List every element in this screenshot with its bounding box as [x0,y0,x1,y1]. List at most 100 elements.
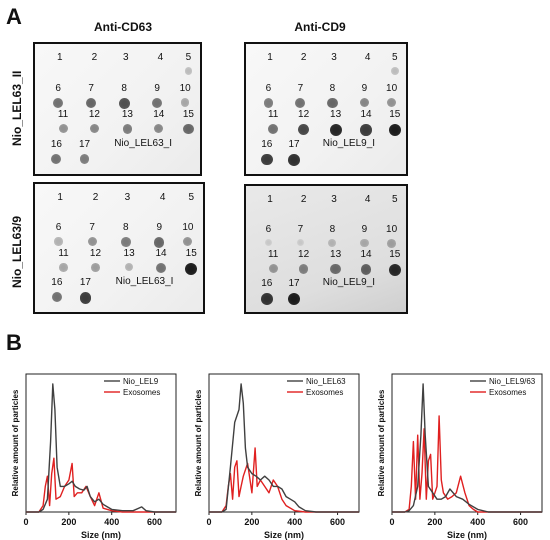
blot-spot-number: 7 [297,223,304,235]
x-tick-label: 600 [147,517,162,527]
blot-dot [387,238,396,248]
blot-spot-number: 4 [364,51,371,63]
blot-spot-number: 2 [300,51,307,63]
blot-spot-number: 15 [182,109,194,120]
blot-dot [296,238,305,247]
blot-spot-number: 9 [361,83,368,94]
blot-dot [260,292,273,305]
x-tick-label: 600 [330,517,345,527]
blot-dot [261,153,273,166]
series-line [392,383,542,513]
blot-spot-number: 2 [92,191,99,203]
x-tick-label: 400 [104,517,119,527]
blot-dot [51,292,62,303]
blot-spot-number: 6 [265,223,272,235]
blot-spot-number: 11 [267,249,279,260]
blot-spot-number: 14 [360,249,372,260]
dot-blot-cd9-lel63-9: 1 2 3 4 5 6 7 8 9 10 11 12 13 14 15 16 17 Nio_LEL9_I [244,184,408,314]
size-distribution-chart-lel9-63: 0 200 400 600 Size (nm) Relative amount of pa… [377,373,543,540]
x-tick-label: 200 [427,517,442,527]
column-header-cd9: Anti-CD9 [294,20,346,34]
blot-spot-number: 15 [185,248,197,259]
blot-caption: Nio_LEL9_I [322,137,376,149]
blot-caption: Nio_LEL63_I [114,137,173,149]
series-line [26,383,176,513]
blot-spot-number: 9 [154,83,160,94]
blot-dot [85,98,97,109]
blot-dot [359,98,370,108]
x-tick-label: 400 [470,517,485,527]
blot-dot [360,238,369,248]
blot-dot [183,237,193,247]
blot-dot [53,98,64,108]
blot-spot-number: 13 [330,109,342,120]
blot-dot [154,237,165,248]
blot-spot-number: 17 [79,277,91,289]
legend-label: Nio_LEL9 [123,377,159,386]
plot-frame [391,373,543,513]
blot-dot [183,124,194,135]
blot-spot-number: 8 [122,222,129,234]
blot-dot [185,263,198,276]
blot-spot-number: 7 [89,222,95,234]
legend-label: Nio_LEL9/63 [489,377,536,386]
blot-spot-number: 12 [298,109,310,120]
legend-label: Nio_LEL63 [306,377,346,386]
blot-spot-number: 1 [267,51,273,63]
blot-spot-number: 5 [392,51,398,63]
size-distribution-chart-lel63: 0 200 400 600 Size (nm) Relative amount of pa… [194,373,360,540]
blot-spot-number: 4 [157,51,164,63]
blot-spot-number: 16 [261,277,273,289]
blot-spot-number: 8 [329,83,336,94]
blot-dot [387,98,397,108]
blot-spot-number: 7 [297,83,304,94]
blot-spot-number: 4 [364,193,371,205]
blot-dot [390,66,399,75]
row-label-bottom: Nio_LEL63/9 [10,215,24,288]
blot-dot [87,237,97,247]
x-tick-label: 200 [61,517,76,527]
x-tick-label: 600 [513,517,528,527]
blot-dot [388,124,401,137]
blot-spot-number: 15 [389,109,401,120]
blot-spot-number: 3 [331,51,337,63]
blot-dot [89,124,100,134]
x-axis-label: Size (nm) [264,530,304,540]
blot-spot-number: 5 [392,193,398,205]
blot-spot-number: 11 [58,248,69,259]
blot-dot [118,98,130,109]
blot-dot [91,263,100,272]
blot-dot [180,98,190,107]
blot-spot-number: 14 [360,109,372,120]
blot-dot [263,98,274,108]
blot-spot-number: 10 [386,83,398,94]
blot-dot [59,263,68,272]
blot-spot-number: 4 [159,191,166,203]
blot-dot [328,238,337,247]
blot-dot [264,238,273,247]
x-tick-label: 0 [389,517,394,527]
x-axis-label: Size (nm) [447,530,487,540]
blot-spot-number: 2 [300,193,307,205]
blot-caption: Nio_LEL63_I [115,276,174,288]
blot-spot-number: 6 [55,83,61,94]
x-tick-label: 0 [23,517,28,527]
blot-spot-number: 16 [50,138,62,150]
blot-dot [79,153,90,164]
blot-dot [330,264,341,275]
blot-spot-number: 7 [88,83,94,94]
series-line [209,383,359,513]
blot-dot [184,66,193,75]
blot-spot-number: 2 [91,51,98,63]
blot-spot-number: 12 [88,109,100,120]
x-tick-label: 400 [287,517,302,527]
blot-dot [58,124,68,134]
dot-blot-cd63-lel63: 1 2 3 4 5 6 7 8 9 10 11 12 13 14 15 16 17 Nio_LEL63_I [33,42,202,176]
blot-dot [287,292,301,306]
x-tick-label: 200 [244,517,259,527]
y-axis-label: Relative amount of particles [11,389,20,496]
blot-dot [154,124,164,134]
y-axis-label: Relative amount of particles [194,389,203,496]
blot-dot [327,98,338,109]
panel-b-letter: B [6,330,22,355]
